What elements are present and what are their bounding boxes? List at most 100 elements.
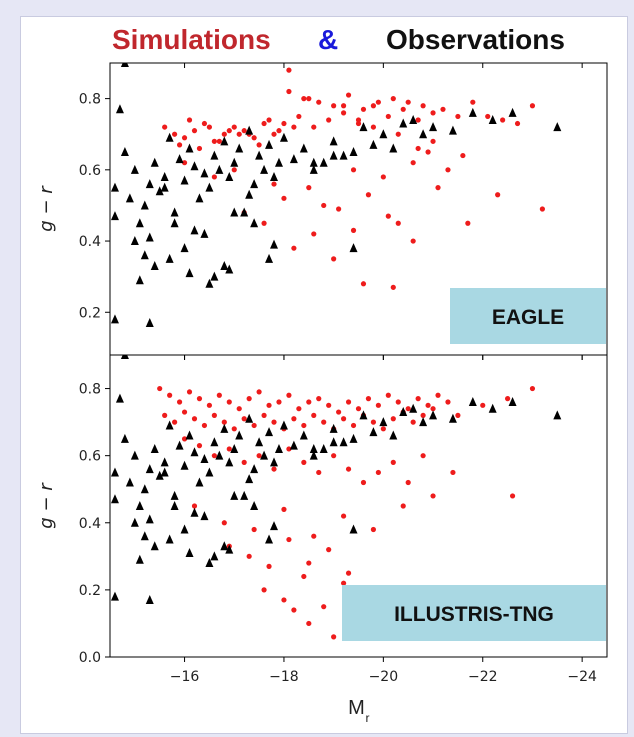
- observation-point: [409, 114, 418, 124]
- observation-point: [250, 464, 259, 474]
- simulation-point: [281, 506, 287, 512]
- simulation-point: [291, 124, 297, 130]
- simulation-point: [430, 138, 436, 144]
- observation-point: [359, 410, 368, 420]
- observation-point: [120, 433, 129, 443]
- observation-point: [448, 413, 457, 423]
- observation-point: [553, 122, 562, 132]
- simulation-point: [261, 220, 267, 226]
- simulation-point: [226, 446, 232, 452]
- simulation-point: [316, 396, 322, 402]
- observation-point: [319, 157, 328, 167]
- observation-point: [270, 171, 279, 181]
- observation-point: [379, 129, 388, 139]
- observation-point: [289, 440, 298, 450]
- observation-point: [190, 507, 199, 517]
- simulation-point: [470, 99, 476, 105]
- observation-point: [329, 423, 338, 433]
- title-observations: Observations: [386, 24, 565, 55]
- observation-point: [220, 136, 229, 146]
- simulation-point: [191, 128, 198, 134]
- observation-point: [220, 423, 229, 433]
- observation-point: [225, 457, 234, 467]
- observation-point: [329, 150, 338, 160]
- observation-point: [185, 430, 194, 440]
- simulation-point: [296, 113, 302, 120]
- observation-point: [190, 447, 199, 457]
- simulation-point: [321, 202, 327, 209]
- y-axis-label: g − r: [36, 185, 57, 232]
- observation-point: [230, 490, 239, 500]
- observation-point: [180, 460, 189, 470]
- observation-point: [245, 413, 254, 423]
- observation-point: [205, 558, 214, 568]
- figure-title: Simulations & Observations: [0, 24, 634, 58]
- simulation-point: [261, 412, 267, 418]
- simulation-point: [191, 503, 198, 509]
- simulation-point: [350, 167, 357, 173]
- x-tick-label: −24: [567, 669, 597, 685]
- observation-point: [250, 501, 259, 510]
- observation-point: [165, 420, 174, 430]
- observation-point: [210, 150, 219, 160]
- simulation-point: [296, 406, 302, 412]
- observation-point: [110, 467, 119, 477]
- observation-point: [270, 521, 279, 531]
- observation-point: [180, 175, 189, 185]
- observation-point: [110, 314, 119, 324]
- simulation-point: [410, 160, 416, 166]
- observation-point: [125, 193, 134, 203]
- x-tick-label: −20: [369, 669, 399, 685]
- observation-point: [145, 594, 154, 604]
- observation-point: [130, 517, 139, 527]
- observation-point: [110, 591, 119, 601]
- observation-point: [260, 450, 269, 460]
- observation-point: [339, 150, 348, 160]
- y-tick-label: 0.6: [79, 449, 101, 465]
- observation-point: [270, 239, 279, 249]
- y-tick-label: 0.8: [79, 92, 101, 108]
- observation-point: [245, 125, 254, 135]
- simulation-point: [241, 128, 247, 134]
- observation-point: [339, 437, 348, 447]
- observation-point: [130, 450, 139, 460]
- observation-point: [170, 207, 179, 217]
- simulation-point: [281, 120, 287, 127]
- observation-point: [245, 474, 254, 484]
- simulation-point: [355, 406, 362, 412]
- simulation-point: [286, 88, 292, 95]
- simulation-point: [157, 385, 163, 392]
- simulation-point: [415, 117, 421, 123]
- observation-point: [230, 157, 239, 167]
- observation-point: [309, 157, 318, 167]
- observation-point: [235, 143, 244, 153]
- observation-point: [369, 427, 378, 437]
- panel-illustris: 0.0 0.2 0.4 0.6 0.8 −16 −18 −20 −22 −24 g − r ILLUS…: [36, 354, 608, 725]
- title-simulations: Simulations: [112, 24, 271, 55]
- simulation-point: [445, 399, 451, 405]
- simulation-point: [181, 436, 188, 442]
- simulation-point: [276, 399, 282, 405]
- simulation-point: [390, 416, 396, 422]
- simulation-point: [271, 466, 277, 472]
- y-tick-label: 0.0: [79, 650, 101, 666]
- observation-point: [195, 193, 204, 203]
- observation-point: [135, 275, 144, 285]
- simulation-point: [211, 138, 217, 144]
- observation-point: [170, 218, 179, 228]
- observation-point: [110, 211, 119, 221]
- simulation-point: [206, 124, 212, 130]
- simulation-point: [251, 135, 257, 141]
- y-axis-label: g − r: [36, 482, 57, 529]
- simulation-point: [286, 536, 292, 543]
- simulation-point: [420, 453, 426, 459]
- observation-point: [255, 437, 264, 447]
- observation-point: [369, 139, 378, 149]
- simulation-point: [514, 120, 521, 127]
- observation-point: [349, 243, 358, 253]
- simulation-point: [236, 131, 242, 137]
- observation-point: [140, 200, 149, 210]
- simulation-point: [256, 389, 262, 395]
- title-ampersand: &: [318, 24, 339, 55]
- simulation-point: [395, 220, 401, 226]
